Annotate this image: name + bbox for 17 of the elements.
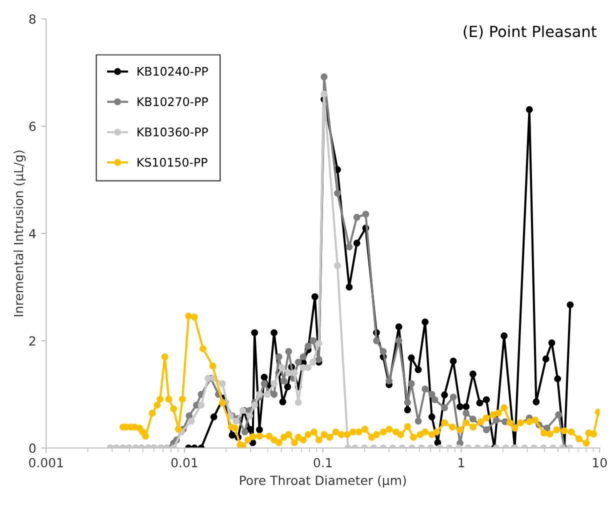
y-axis-title: Inremental Intrusion (µL/g): [14, 150, 26, 316]
x-tick-label: 0.001: [29, 458, 63, 468]
y-tick-label: 8: [29, 14, 36, 24]
legend-label: KB10270-PP: [138, 97, 208, 106]
x-axis-title: Pore Throat Diameter (µm): [240, 475, 406, 488]
x-tick-label: 10: [593, 458, 607, 468]
chart-title: (E) Point Pleasant: [464, 25, 596, 40]
y-tick-label: 0: [29, 443, 36, 453]
legend-label: KB10240-PP: [138, 66, 208, 76]
legend-label: KS10150-PP: [138, 158, 208, 167]
legend-label: KB10360-PP: [138, 128, 208, 136]
y-tick-label: 2: [29, 336, 36, 346]
x-tick-label: 1: [458, 458, 464, 468]
x-tick-label: 0.1: [314, 458, 332, 468]
x-tick-label: 0.01: [171, 458, 198, 468]
y-tick-label: 4: [29, 229, 36, 238]
y-tick-label: 6: [29, 122, 36, 132]
